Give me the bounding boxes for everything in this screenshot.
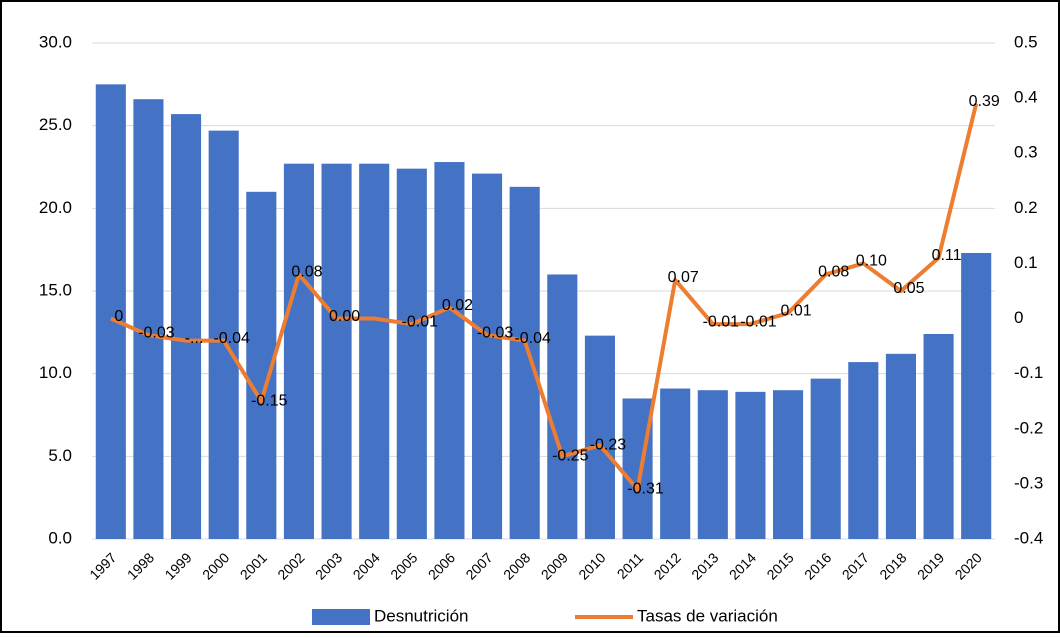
data-label: 0.11 xyxy=(932,247,962,264)
bar xyxy=(208,130,239,540)
bar xyxy=(396,168,427,540)
y-tick-label: 15.0 xyxy=(39,280,72,299)
data-label: -... xyxy=(185,330,204,347)
bar xyxy=(660,388,691,539)
y2-tick-label: -0.2 xyxy=(1014,418,1043,437)
y2-tick-label: -0.4 xyxy=(1014,528,1043,547)
y2-tick-label: 0.4 xyxy=(1014,88,1038,107)
bar xyxy=(472,173,503,539)
y2-tick-label: 0.2 xyxy=(1014,198,1038,217)
data-label: -0.01 xyxy=(703,313,740,330)
bar xyxy=(321,163,352,539)
bar xyxy=(848,362,879,539)
y2-tick-label: 0 xyxy=(1014,308,1023,327)
data-label: 0.08 xyxy=(291,264,322,281)
y2-tick-label: 0.1 xyxy=(1014,253,1038,272)
y2-tick-label: 0.5 xyxy=(1014,32,1038,51)
data-label: 0.39 xyxy=(969,93,1000,110)
legend-swatch xyxy=(312,609,370,625)
bar xyxy=(773,390,804,539)
line xyxy=(110,103,979,492)
data-label: 0.00 xyxy=(329,308,360,325)
bar xyxy=(735,391,766,539)
bar xyxy=(885,353,916,539)
y-tick-label: 0.0 xyxy=(48,528,72,547)
y-tick-label: 10.0 xyxy=(39,363,72,382)
bar xyxy=(133,99,164,540)
y-tick-label: 5.0 xyxy=(48,446,72,465)
y2-tick-label: 0.3 xyxy=(1014,143,1038,162)
legend-label: Desnutrición xyxy=(374,606,469,625)
data-label: -0.23 xyxy=(590,437,627,454)
data-label: -0.04 xyxy=(213,330,250,347)
bar xyxy=(923,333,954,539)
data-label: -0.31 xyxy=(627,481,664,498)
y2-tick-label: -0.1 xyxy=(1014,363,1043,382)
data-label: 0.05 xyxy=(893,280,924,297)
bar xyxy=(283,163,314,539)
bar xyxy=(547,274,578,539)
bar xyxy=(171,114,202,540)
bar xyxy=(697,390,728,539)
data-label: 0 xyxy=(114,308,123,325)
bar xyxy=(95,84,126,539)
data-label: -0.01 xyxy=(740,313,777,330)
bar xyxy=(961,252,992,539)
bar xyxy=(509,186,540,539)
y2-tick-label: -0.3 xyxy=(1014,473,1043,492)
data-label: -0.25 xyxy=(552,448,589,465)
data-label: -0.03 xyxy=(477,324,514,341)
data-label: 0.02 xyxy=(442,297,473,314)
data-label: -0.15 xyxy=(251,392,288,409)
data-label: -0.01 xyxy=(402,313,439,330)
data-label: 0.01 xyxy=(780,302,811,319)
y-tick-label: 25.0 xyxy=(39,115,72,134)
bar xyxy=(810,378,841,539)
legend-label: Tasas de variación xyxy=(637,606,778,625)
bar xyxy=(434,162,465,540)
y-tick-label: 30.0 xyxy=(39,32,72,51)
data-label: -0.04 xyxy=(514,330,551,347)
bar xyxy=(622,398,653,539)
data-label: 0.07 xyxy=(668,269,699,286)
bar xyxy=(359,163,390,539)
bar xyxy=(584,335,615,539)
y-tick-label: 20.0 xyxy=(39,198,72,217)
data-label: 0.10 xyxy=(856,253,887,270)
data-label: 0.08 xyxy=(818,264,849,281)
data-label: -0.03 xyxy=(138,324,175,341)
